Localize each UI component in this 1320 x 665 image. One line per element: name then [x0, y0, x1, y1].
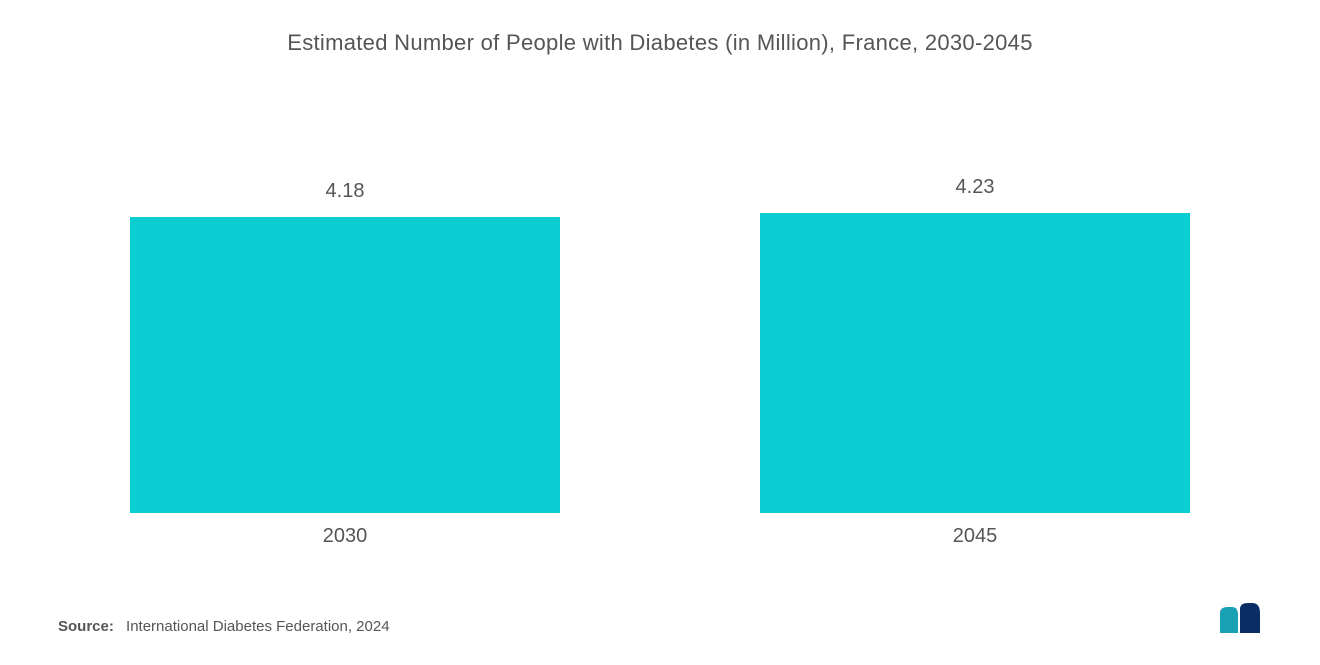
source-value: International Diabetes Federation, 2024 — [126, 618, 390, 635]
x-axis-labels: 2030 2045 — [130, 525, 1190, 548]
chart-footer: Source: International Diabetes Federatio… — [50, 603, 1270, 635]
source-citation: Source: International Diabetes Federatio… — [58, 618, 390, 635]
x-axis-label: 2030 — [130, 525, 560, 548]
chart-title: Estimated Number of People with Diabetes… — [50, 30, 1270, 56]
bar-group-0: 4.18 — [130, 180, 560, 513]
bar-group-1: 4.23 — [760, 176, 1190, 513]
chart-plot-area: 4.18 4.23 2030 2045 — [130, 76, 1190, 603]
x-axis-label: 2045 — [760, 525, 1190, 548]
chart-container: Estimated Number of People with Diabetes… — [0, 0, 1320, 665]
bar-value-label: 4.23 — [956, 176, 995, 199]
brand-logo-icon — [1218, 603, 1262, 635]
bar-value-label: 4.18 — [326, 180, 365, 203]
bar — [130, 217, 560, 513]
bars-wrapper: 4.18 4.23 — [130, 143, 1190, 513]
source-label: Source: — [58, 618, 114, 635]
bar — [760, 213, 1190, 513]
